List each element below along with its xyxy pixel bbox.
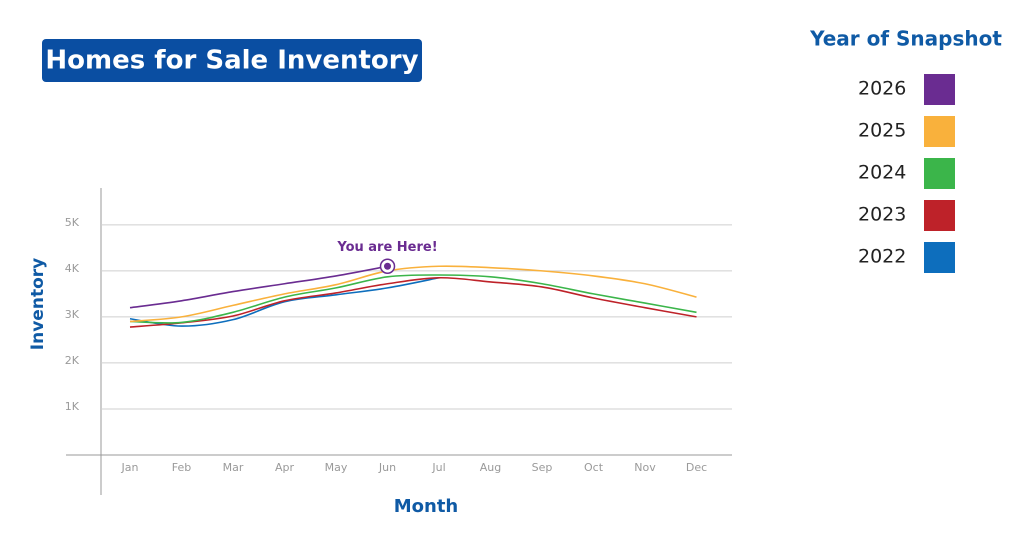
legend-label: 2026 (858, 78, 906, 100)
series-line (129, 265, 388, 309)
x-tick-label: Apr (275, 461, 295, 474)
series-line (129, 274, 697, 324)
series-line (129, 265, 697, 323)
x-tick-label: Nov (634, 461, 656, 474)
marker-dot (384, 262, 391, 270)
legend-swatch (924, 200, 955, 231)
x-tick-label: Jul (431, 461, 445, 474)
x-tick-label: Oct (584, 461, 604, 474)
chart-title: Homes for Sale Inventory (45, 46, 418, 76)
y-tick-label: 5K (65, 216, 80, 229)
series-line (129, 276, 440, 327)
legend-swatch (924, 116, 955, 147)
x-tick-label: Sep (532, 461, 553, 474)
legend-swatch (924, 158, 955, 189)
x-tick-label: Jun (378, 461, 396, 474)
legend-swatch (924, 242, 955, 273)
x-tick-label: Dec (686, 461, 707, 474)
x-tick-label: Jan (121, 461, 139, 474)
y-tick-label: 1K (65, 400, 80, 413)
y-tick-label: 3K (65, 308, 80, 321)
y-axis-label: Inventory (28, 258, 48, 350)
legend-label: 2024 (858, 162, 906, 184)
legend-label: 2022 (858, 246, 906, 268)
x-tick-label: Mar (223, 461, 244, 474)
legend-title: Year of Snapshot (809, 27, 1002, 51)
x-axis-label: Month (394, 496, 459, 517)
annotation: You are Here! (336, 240, 437, 255)
x-tick-label: May (325, 461, 348, 474)
y-tick-label: 4K (65, 262, 80, 275)
title-banner (42, 39, 422, 82)
legend-swatch (924, 74, 955, 105)
legend-label: 2025 (858, 120, 906, 142)
legend-label: 2023 (858, 204, 906, 226)
series-line (129, 276, 697, 328)
x-tick-label: Aug (480, 461, 501, 474)
y-tick-label: 2K (65, 354, 80, 367)
x-tick-label: Feb (172, 461, 191, 474)
